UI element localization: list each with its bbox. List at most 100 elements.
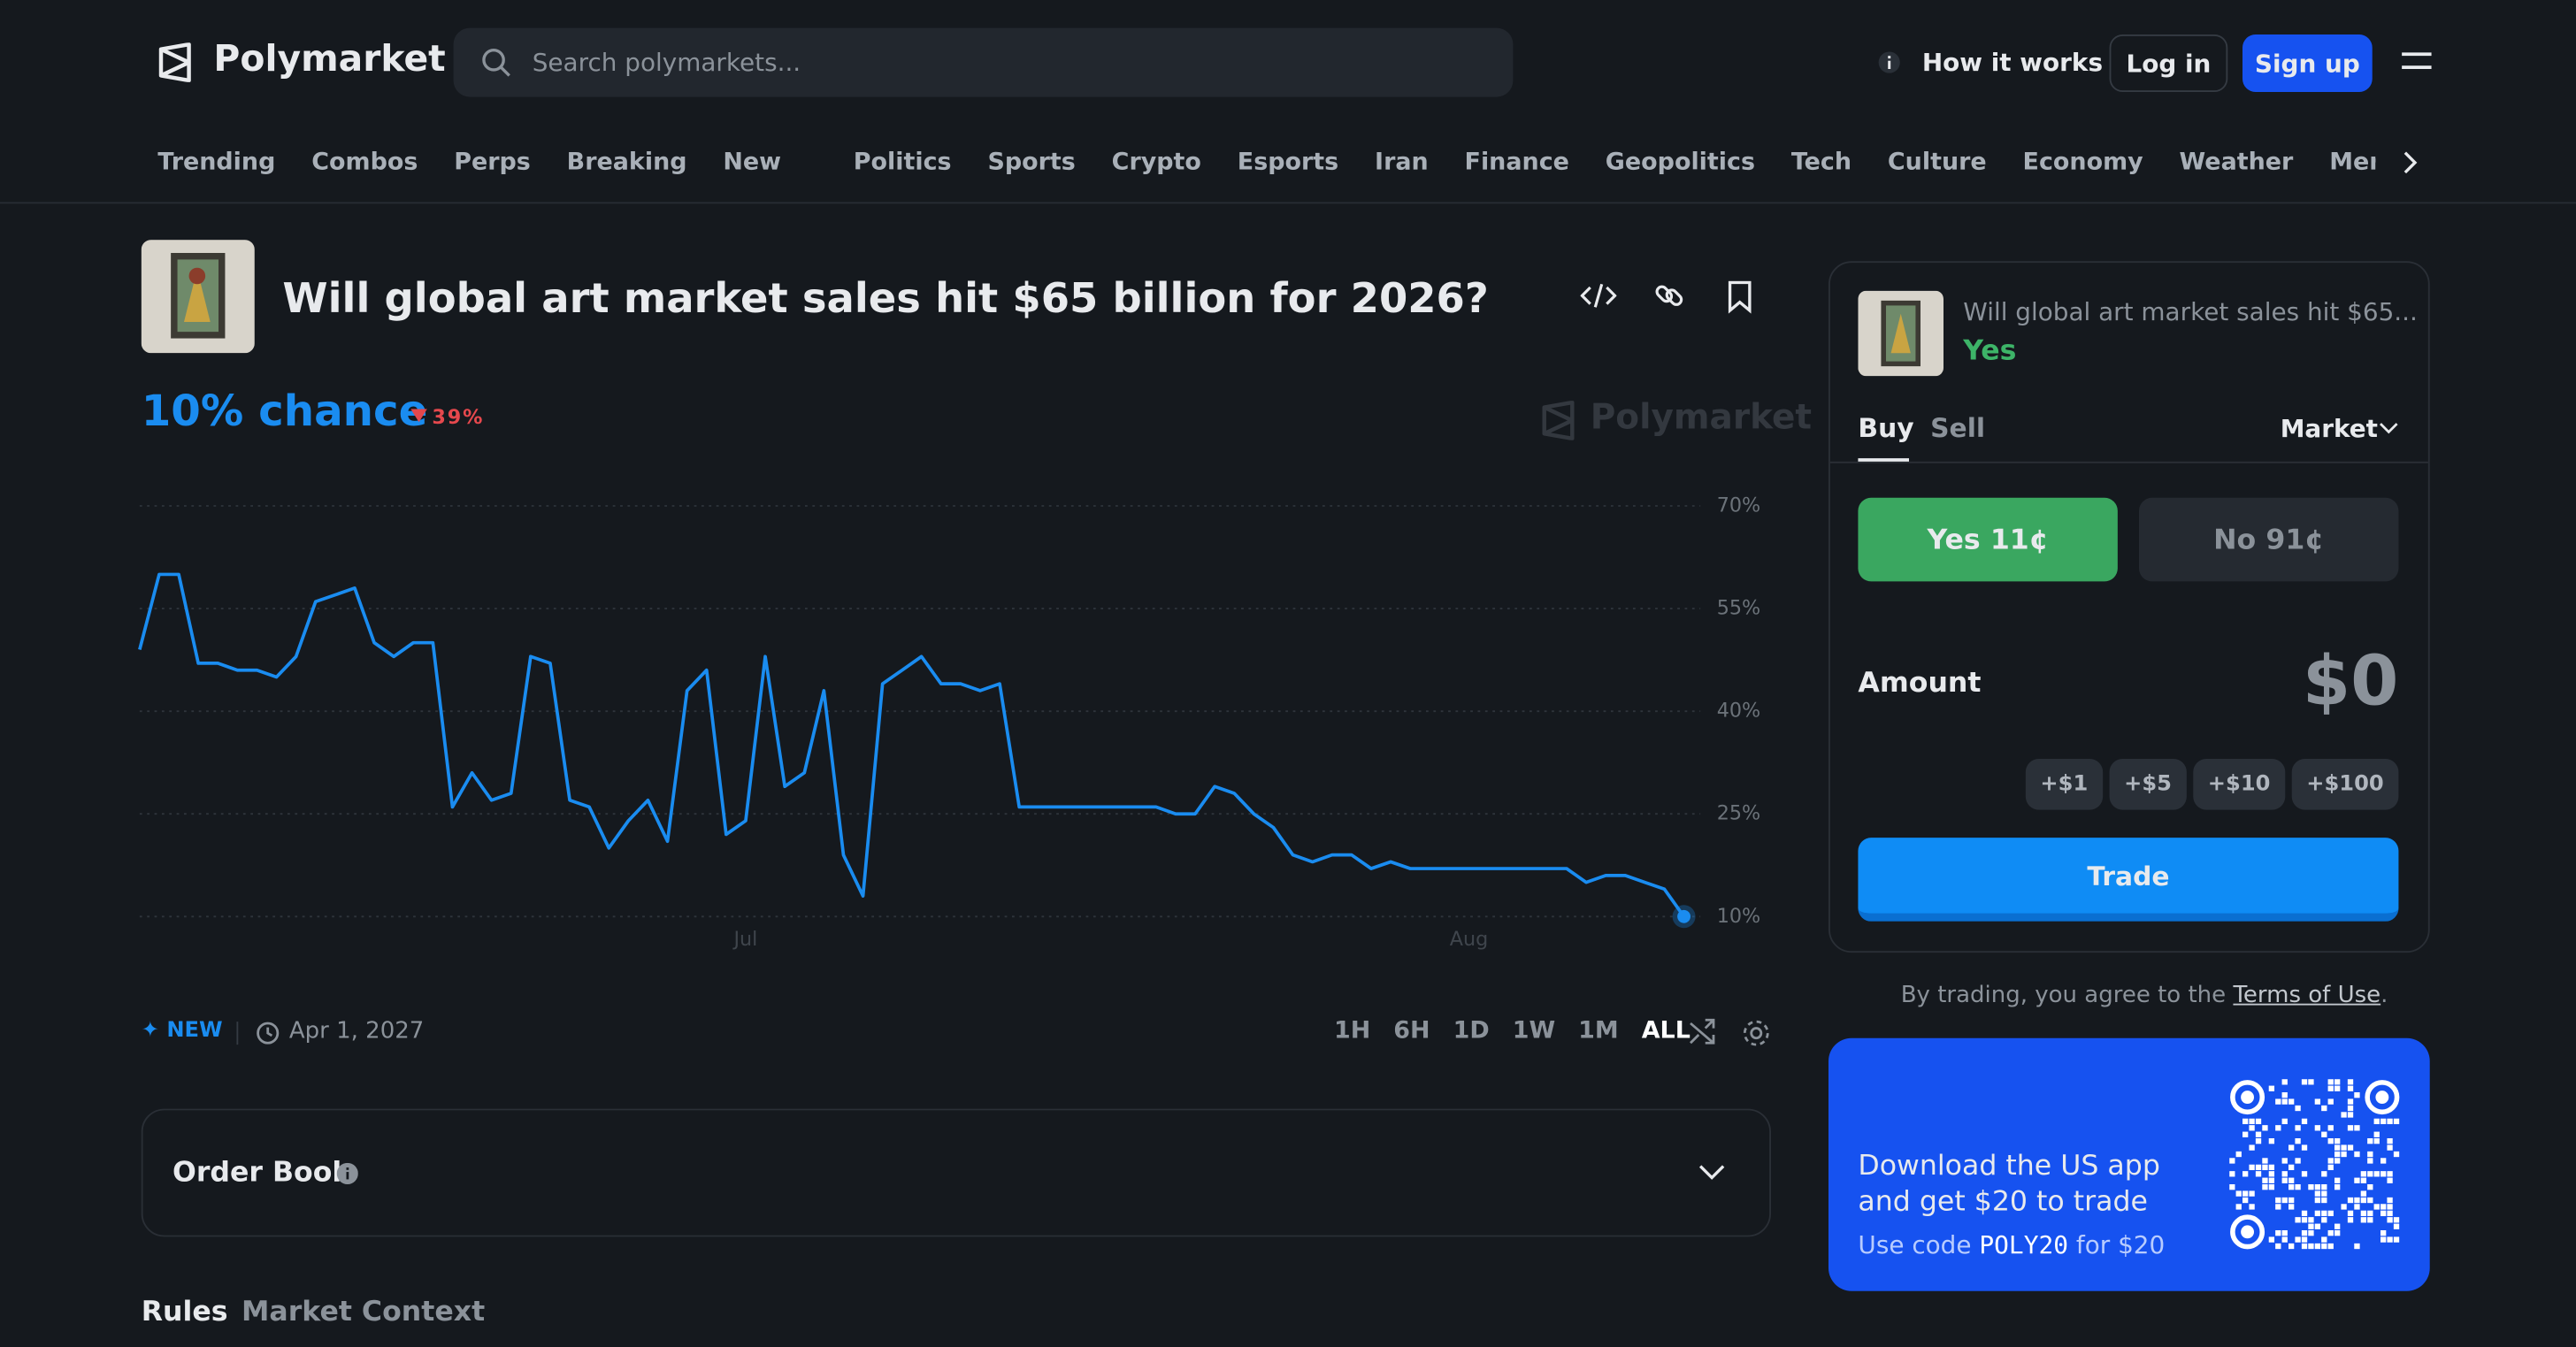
- nav-item[interactable]: Finance: [1464, 149, 1569, 176]
- order-book[interactable]: Order Book: [141, 1108, 1772, 1237]
- qr-module: [2360, 1177, 2367, 1183]
- qr-module: [2387, 1197, 2393, 1204]
- tab-active[interactable]: Rules: [141, 1296, 228, 1329]
- nav-item[interactable]: Tech: [1790, 149, 1852, 176]
- order-type[interactable]: Market: [2280, 414, 2378, 444]
- qr-module: [2354, 1151, 2360, 1158]
- range-option[interactable]: ALL: [1641, 1018, 1690, 1045]
- range-option[interactable]: 1M: [1578, 1018, 1619, 1045]
- nav-item[interactable]: Mentions: [2329, 149, 2375, 176]
- qr-module: [2387, 1217, 2393, 1223]
- terms-link[interactable]: Terms of Use: [2233, 982, 2381, 1009]
- menu-icon[interactable]: [2400, 50, 2433, 76]
- terms-suffix: .: [2380, 982, 2388, 1009]
- nav-item[interactable]: Economy: [2022, 149, 2143, 176]
- settings-icon[interactable]: [1742, 1018, 1771, 1047]
- no-button[interactable]: No 91¢: [2139, 497, 2399, 582]
- promo-line2: and get $20 to trade: [1858, 1185, 2148, 1219]
- qr-finder-dot: [2241, 1091, 2254, 1104]
- range-option[interactable]: 1H: [1334, 1018, 1371, 1045]
- qr-module: [2321, 1236, 2327, 1243]
- info-icon: [336, 1162, 358, 1184]
- range-option[interactable]: 6H: [1393, 1018, 1430, 1045]
- end-date: Apr 1, 2027: [288, 1018, 425, 1045]
- bookmark-icon[interactable]: [1727, 280, 1753, 314]
- qr-module: [2367, 1210, 2373, 1217]
- qr-module: [2301, 1118, 2308, 1125]
- qr-module: [2347, 1105, 2354, 1112]
- nav-item[interactable]: Combos: [311, 149, 418, 176]
- how-it-works[interactable]: How it works: [1921, 47, 2104, 78]
- nav-item[interactable]: Culture: [1887, 149, 1987, 176]
- nav-item[interactable]: Sports: [987, 149, 1076, 176]
- swap-icon[interactable]: [1689, 1018, 1717, 1046]
- qr-module: [2288, 1164, 2295, 1171]
- qr-finder: [2365, 1080, 2400, 1115]
- range-option[interactable]: 1W: [1512, 1018, 1556, 1045]
- nav-item[interactable]: New: [723, 149, 782, 176]
- tab[interactable]: Market Context: [242, 1296, 486, 1329]
- amount-label: Amount: [1858, 667, 1982, 700]
- nav-next[interactable]: [2398, 149, 2421, 176]
- qr-module: [2281, 1171, 2288, 1177]
- embed-icon[interactable]: [1580, 279, 1617, 312]
- sell-tab[interactable]: Sell: [1930, 412, 1986, 444]
- nav-item[interactable]: Breaking: [566, 149, 687, 176]
- qr-module: [2393, 1223, 2400, 1229]
- qr-module: [2341, 1204, 2347, 1210]
- qr-module: [2242, 1190, 2249, 1197]
- divider: [1829, 461, 2428, 463]
- search-box[interactable]: Search polymarkets...: [453, 27, 1514, 97]
- nav-item[interactable]: Iran: [1375, 149, 1429, 176]
- signup-button[interactable]: Sign up: [2242, 34, 2373, 92]
- qr-module: [2295, 1105, 2301, 1112]
- trade-button[interactable]: Trade: [1858, 838, 2399, 922]
- link-icon[interactable]: [1652, 279, 1685, 312]
- last-point: [1677, 909, 1690, 923]
- qr-module: [2295, 1158, 2301, 1164]
- quick-add[interactable]: +$100: [2291, 759, 2399, 810]
- amount[interactable]: $0: [2302, 640, 2399, 722]
- qr-module: [2373, 1118, 2380, 1125]
- quick-add[interactable]: +$5: [2109, 759, 2187, 810]
- qr-module: [2308, 1079, 2314, 1085]
- qr-module: [2249, 1190, 2255, 1197]
- login-button[interactable]: Log in: [2109, 34, 2228, 92]
- qr-module: [2275, 1243, 2281, 1250]
- promo-code-prefix: Use code: [1858, 1230, 1972, 1260]
- qr-module: [2242, 1118, 2249, 1125]
- qr-module: [2334, 1230, 2341, 1236]
- promo-card[interactable]: Download the US app and get $20 to trade…: [1828, 1037, 2430, 1291]
- qr-module: [2314, 1184, 2321, 1190]
- yes-label: Yes: [1927, 523, 1981, 556]
- qr-module: [2380, 1230, 2387, 1236]
- qr-module: [2321, 1105, 2327, 1112]
- qr-module: [2288, 1177, 2295, 1183]
- y-tick-label: 55%: [1717, 597, 1760, 620]
- qr-finder: [2230, 1214, 2266, 1250]
- qr-module: [2288, 1204, 2295, 1210]
- nav-item[interactable]: Trending: [157, 149, 276, 176]
- qr-module: [2321, 1131, 2327, 1137]
- nav-item[interactable]: Perps: [454, 149, 531, 176]
- buy-tab[interactable]: Buy: [1858, 412, 1914, 444]
- nav-item[interactable]: Geopolitics: [1605, 149, 1756, 176]
- qr-module: [2393, 1118, 2400, 1125]
- market-thumb: [1858, 290, 1944, 377]
- quick-add[interactable]: +$10: [2193, 759, 2286, 810]
- yes-button[interactable]: Yes 11¢: [1858, 497, 2118, 582]
- nav-item[interactable]: Politics: [853, 149, 952, 176]
- nav-item[interactable]: Esports: [1237, 149, 1339, 176]
- range-option[interactable]: 1D: [1453, 1018, 1490, 1045]
- nav-item[interactable]: Crypto: [1111, 149, 1201, 176]
- logo-text[interactable]: Polymarket: [213, 39, 446, 80]
- qr-module: [2308, 1184, 2314, 1190]
- quick-add[interactable]: +$1: [2025, 759, 2103, 810]
- qr-module: [2327, 1138, 2334, 1144]
- qr-module: [2373, 1171, 2380, 1177]
- nav-item[interactable]: Weather: [2179, 149, 2294, 176]
- qr-module: [2268, 1184, 2275, 1190]
- qr-module: [2308, 1243, 2314, 1250]
- qr-module: [2288, 1184, 2295, 1190]
